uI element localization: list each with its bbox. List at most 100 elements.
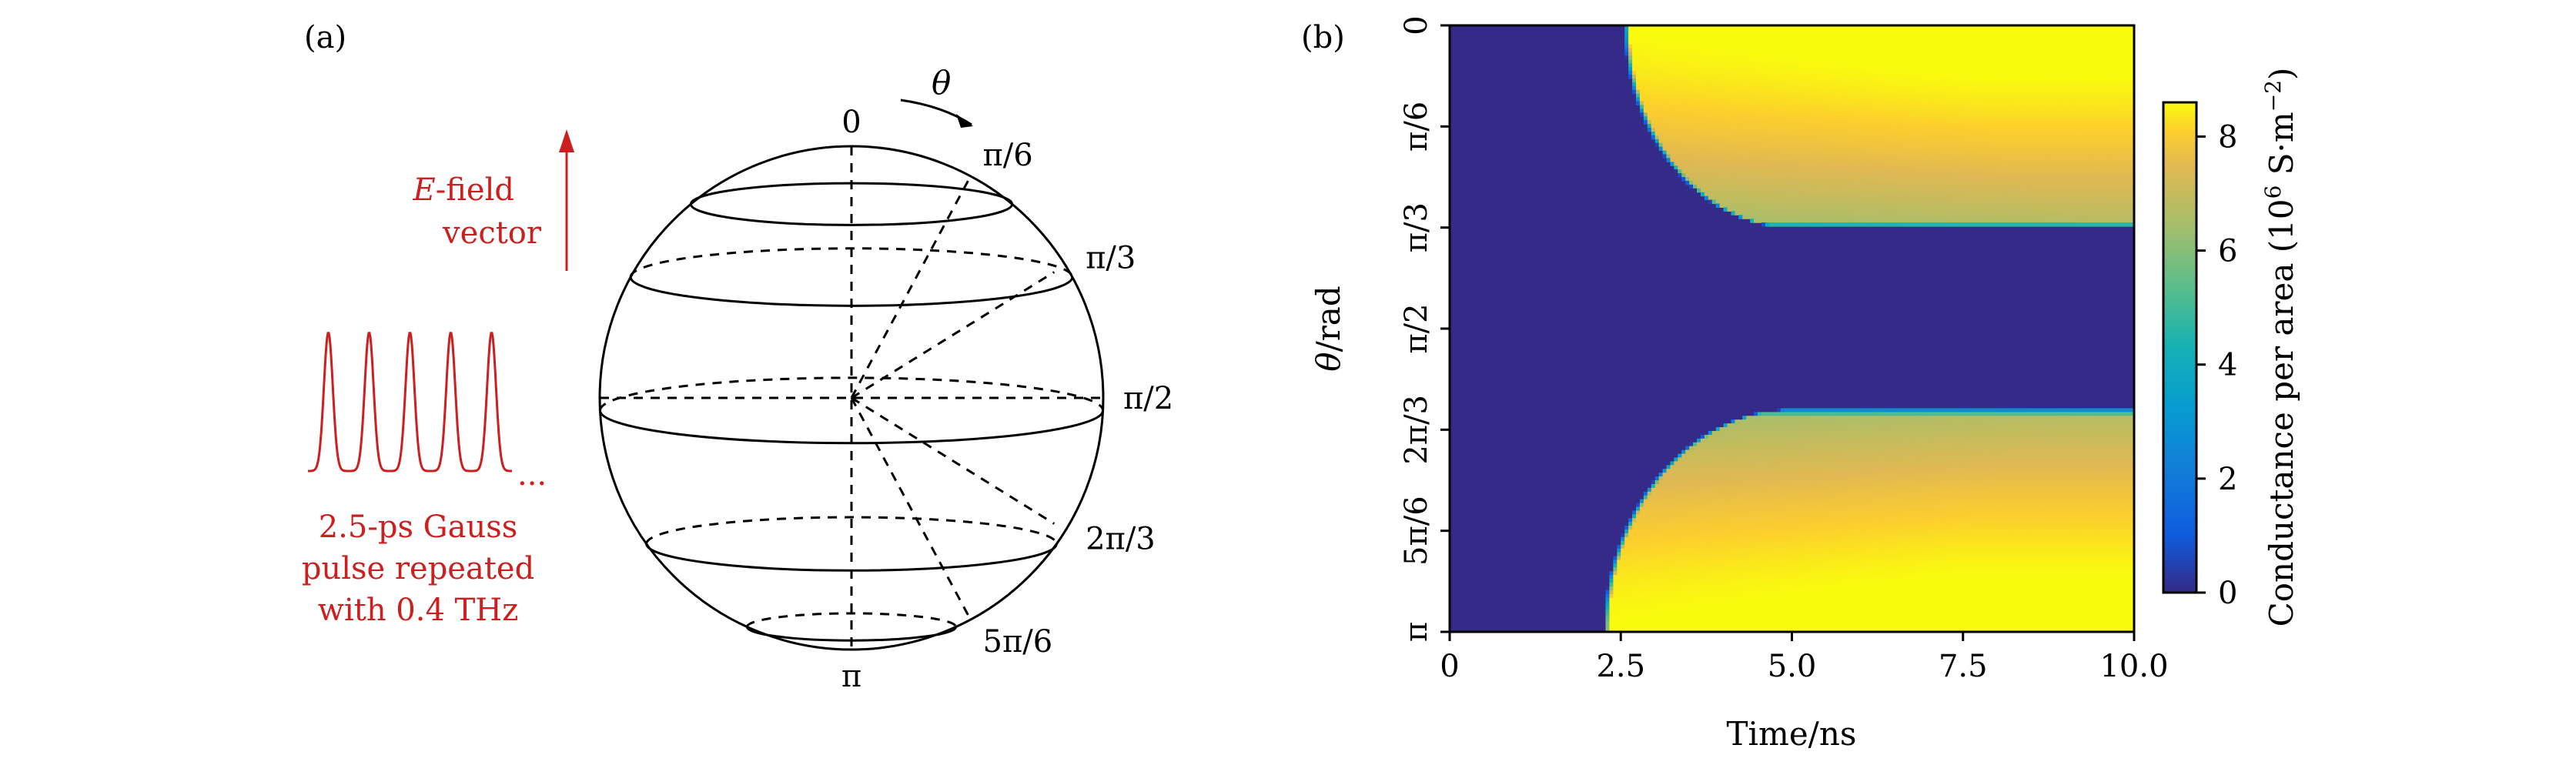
heatmap-cell xyxy=(1890,127,1895,132)
heatmap-cell xyxy=(1940,78,1945,83)
latitude-ring-front xyxy=(689,203,1014,226)
heatmap-cell xyxy=(1735,82,1739,87)
heatmap-cell xyxy=(2054,142,2059,148)
heatmap-cell xyxy=(1986,40,1990,45)
heatmap-cell xyxy=(1947,28,1952,34)
heatmap-cell xyxy=(1822,89,1827,95)
heatmap-cell xyxy=(2092,85,2097,91)
heatmap-cell xyxy=(1848,105,1854,109)
heatmap-cell xyxy=(1772,63,1778,68)
heatmap-cell xyxy=(1776,52,1781,56)
heatmap-cell xyxy=(1913,59,1919,64)
heatmap-cell xyxy=(1674,169,1678,174)
heatmap-cell xyxy=(2096,158,2101,162)
heatmap-cell xyxy=(1708,32,1713,38)
heatmap-cell xyxy=(1815,75,1819,79)
heatmap-cell xyxy=(1768,28,1774,34)
heatmap-cell xyxy=(2027,139,2032,144)
heatmap-cell xyxy=(2001,97,2006,102)
heatmap-cell xyxy=(1974,162,1979,166)
heatmap-cell xyxy=(1780,40,1785,45)
heatmap-cell xyxy=(1845,127,1850,132)
heatmap-cell xyxy=(1829,44,1835,49)
heatmap-cell xyxy=(1697,32,1701,38)
heatmap-cell xyxy=(1837,32,1842,38)
heatmap-cell xyxy=(1685,44,1690,49)
heatmap-cell xyxy=(1929,97,1933,102)
heatmap-cell xyxy=(1825,150,1831,155)
heatmap-cell xyxy=(1883,97,1888,102)
heatmap-cell xyxy=(1697,142,1701,148)
heatmap-cell xyxy=(1643,82,1648,87)
heatmap-cell xyxy=(2046,28,2051,34)
heatmap-cell xyxy=(2039,25,2044,30)
heatmap-cell xyxy=(1776,78,1781,83)
heatmap-cell xyxy=(1947,158,1952,162)
heatmap-cell xyxy=(2092,109,2097,113)
heatmap-cell xyxy=(1758,44,1762,49)
heatmap-cell xyxy=(1947,142,1952,148)
heatmap-cell xyxy=(1825,52,1831,56)
heatmap-cell xyxy=(1662,146,1668,152)
heatmap-cell xyxy=(1856,150,1861,155)
heatmap-cell xyxy=(1719,162,1725,166)
heatmap-cell xyxy=(1765,32,1770,38)
heatmap-cell xyxy=(1993,154,1998,159)
heatmap-cell xyxy=(2058,48,2062,53)
heatmap-cell xyxy=(1970,97,1975,102)
heatmap-cell xyxy=(2012,154,2017,159)
heatmap-cell xyxy=(1872,112,1876,117)
heatmap-cell xyxy=(2009,142,2013,148)
heatmap-cell xyxy=(1811,127,1815,132)
heatmap-cell xyxy=(1947,67,1952,72)
heatmap-cell xyxy=(1947,44,1952,49)
heatmap-cell xyxy=(1700,127,1705,132)
heatmap-cell xyxy=(1921,97,1925,102)
heatmap-cell xyxy=(1921,109,1925,113)
heatmap-cell xyxy=(1768,75,1774,79)
heatmap-cell xyxy=(1678,131,1682,136)
heatmap-cell xyxy=(1974,25,1979,30)
heatmap-cell xyxy=(1883,127,1888,132)
heatmap-cell xyxy=(2119,146,2123,152)
heatmap-cell xyxy=(2092,71,2097,75)
heatmap-cell xyxy=(1944,55,1949,60)
heatmap-cell xyxy=(1982,67,1986,72)
heatmap-cell xyxy=(1947,59,1952,64)
heatmap-cell xyxy=(1662,135,1668,140)
heatmap-cell xyxy=(2126,82,2131,87)
heatmap-cell xyxy=(1944,116,1949,121)
heatmap-cell xyxy=(1750,127,1755,132)
heatmap-cell xyxy=(1727,154,1732,159)
heatmap-cell xyxy=(1970,165,1975,170)
heatmap-cell xyxy=(1674,55,1678,60)
heatmap-cell xyxy=(1761,142,1766,148)
heatmap-cell xyxy=(1848,40,1854,45)
heatmap-cell xyxy=(1913,55,1919,60)
heatmap-cell xyxy=(1791,162,1797,166)
heatmap-cell xyxy=(2103,162,2109,166)
heatmap-cell xyxy=(1997,36,2002,42)
heatmap-cell xyxy=(1758,101,1762,106)
heatmap-cell xyxy=(2027,40,2032,45)
heatmap-cell xyxy=(1708,89,1713,95)
heatmap-cell xyxy=(1742,139,1747,144)
heatmap-cell xyxy=(2130,78,2134,83)
heatmap-cell xyxy=(2062,105,2066,109)
heatmap-cell xyxy=(1750,124,1755,129)
heatmap-cell xyxy=(1951,109,1956,113)
heatmap-cell xyxy=(1731,124,1736,129)
heatmap-cell xyxy=(1658,55,1664,60)
heatmap-cell xyxy=(1715,67,1721,72)
heatmap-cell xyxy=(1986,25,1990,30)
heatmap-cell xyxy=(1788,146,1793,152)
heatmap-cell xyxy=(1848,158,1854,162)
heatmap-cell xyxy=(1833,28,1838,34)
heatmap-cell xyxy=(2023,67,2029,72)
heatmap-cell xyxy=(1982,78,1986,83)
heatmap-cell xyxy=(1825,55,1831,60)
heatmap-cell xyxy=(1974,52,1979,56)
heatmap-cell xyxy=(1697,93,1701,99)
heatmap-cell xyxy=(2012,142,2017,148)
heatmap-cell xyxy=(1704,154,1709,159)
